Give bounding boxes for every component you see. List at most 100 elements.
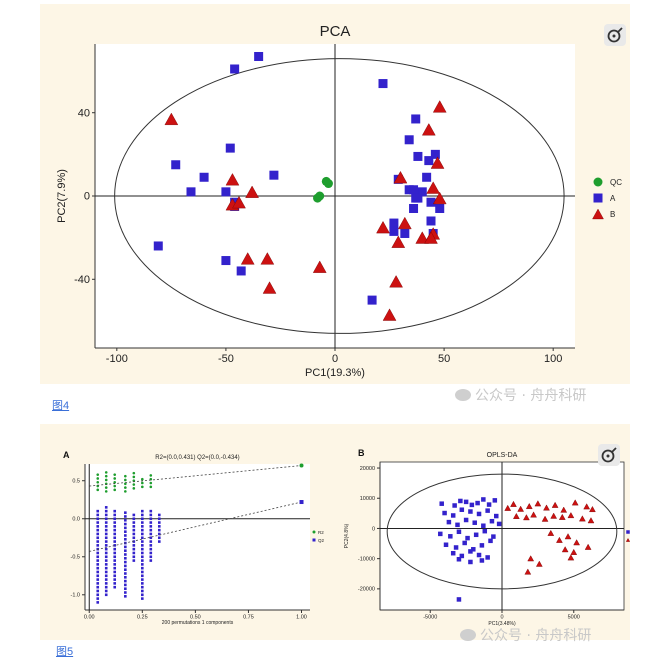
perm-point-Q2 [104, 555, 108, 559]
perm-point-R2 [132, 487, 136, 490]
perm-point-Q2 [141, 563, 144, 566]
perm-point-Q2 [149, 528, 153, 532]
perm-point-Q2 [104, 574, 108, 578]
opls-point-A [476, 552, 482, 558]
perm-point-Q2 [96, 551, 100, 555]
pca-point-A [230, 64, 240, 74]
opls-point-A [489, 518, 495, 524]
pca-legend-label-A: A [610, 194, 616, 203]
perm-point-Q2 [113, 559, 117, 562]
perm-point-Q2 [113, 547, 117, 551]
opls-point-B [547, 529, 555, 536]
perm-point-Q2 [104, 551, 108, 555]
opls-point-A [481, 523, 486, 528]
perm-point-R2 [141, 485, 144, 489]
pca-point-B [240, 252, 255, 265]
oplsda-x-tick-label: 5000 [568, 615, 580, 621]
perm-original-point-R2 [299, 463, 304, 468]
perm-point-Q2 [96, 528, 100, 532]
opls-point-B [525, 502, 533, 509]
perm-point-Q2 [124, 591, 127, 594]
perm-point-Q2 [149, 521, 153, 524]
opls-point-B [558, 513, 566, 520]
perm-point-Q2 [113, 555, 117, 559]
perm-point-Q2 [141, 551, 144, 555]
perm-point-Q2 [157, 521, 161, 524]
perm-point-Q2 [124, 556, 127, 560]
pca-x-tick-label: 100 [544, 353, 562, 365]
pca-point-B [312, 260, 327, 273]
perm-point-Q2 [141, 559, 144, 562]
opls-point-A [468, 509, 473, 514]
oplsda-y-label: PC2(4.8%) [344, 523, 350, 548]
pca-point-A [378, 79, 388, 89]
perm-point-Q2 [96, 559, 100, 562]
perm-point-Q2 [104, 582, 108, 585]
permutation-x-tick-label: 0.25 [137, 615, 148, 621]
perm-point-Q2 [104, 528, 108, 532]
pca-point-B [164, 112, 179, 126]
perm-point-Q2 [104, 547, 108, 551]
opls-point-A [463, 517, 469, 523]
pca-point-A [254, 51, 264, 61]
opls-point-B [510, 500, 517, 507]
oplsda-y-tick-label: 0 [372, 526, 375, 532]
opls-point-A [482, 528, 488, 534]
perm-point-Q2 [104, 593, 108, 597]
opls-point-A [485, 555, 490, 560]
opls-point-B [551, 501, 559, 508]
permutation-chart: 0.00 0.25 0.50 0.75 1.00 -1.0 -0.5 0.0 0.5 R2=(0.… [63, 450, 325, 626]
pca-point-B [245, 185, 259, 198]
pca-point-B [397, 216, 412, 230]
perm-point-Q2 [113, 521, 117, 524]
pca-point-B [393, 170, 408, 184]
perm-point-Q2 [132, 521, 136, 524]
perm-legend-label-Q2: Q2 [318, 538, 325, 543]
zoom-lens-icon[interactable] [604, 24, 626, 46]
opls-point-B [556, 536, 563, 543]
oplsda-title: OPLS-DA [487, 452, 518, 459]
figure-4-caption[interactable]: 图4 [52, 400, 70, 412]
opls-point-A [465, 535, 470, 541]
oplsda-panel-label: B [358, 448, 365, 458]
opls-point-A [439, 501, 444, 506]
perm-point-R2 [96, 480, 100, 484]
perm-point-Q2 [104, 513, 108, 517]
opls-point-A [494, 513, 499, 519]
perm-point-Q2 [96, 593, 100, 597]
pca-point-B [391, 235, 406, 248]
perm-point-Q2 [104, 517, 108, 521]
pca-point-A [411, 114, 421, 124]
perm-point-Q2 [141, 525, 144, 528]
opls-point-B [524, 568, 532, 575]
perm-point-Q2 [141, 521, 144, 524]
perm-point-Q2 [132, 544, 136, 547]
perm-point-Q2 [96, 555, 100, 559]
oplsda-x-label: PC1(3.48%) [488, 621, 516, 627]
perm-point-Q2 [96, 585, 100, 589]
pca-point-A [422, 172, 432, 182]
pca-point-QC [313, 193, 323, 203]
pca-point-B [415, 231, 430, 244]
perm-point-R2 [104, 471, 108, 474]
permutation-x-tick-label: 1.00 [296, 615, 307, 621]
opls-point-A [450, 513, 456, 518]
perm-point-R2 [149, 485, 153, 489]
pca-point-B [232, 195, 246, 209]
figure-5-panel: 0.00 0.25 0.50 0.75 1.00 -1.0 -0.5 0.0 0.5 R2=(0.… [40, 424, 630, 640]
opls-point-A [481, 497, 486, 502]
pca-x-tick-label: 50 [438, 353, 450, 365]
perm-point-Q2 [124, 522, 127, 526]
pca-point-A [424, 156, 434, 166]
pca-point-A [367, 295, 377, 305]
perm-point-Q2 [104, 532, 108, 536]
pca-point-A [417, 187, 427, 197]
perm-point-Q2 [141, 547, 144, 551]
opls-point-B [589, 506, 596, 513]
perm-point-Q2 [113, 509, 117, 513]
zoom-lens-icon-2[interactable] [598, 444, 620, 466]
opls-point-A [491, 534, 496, 539]
figure-5-caption[interactable]: 图5 [56, 646, 74, 658]
permutation-title: R2=(0.0,0.431) Q2=(0.0,-0.434) [155, 455, 239, 461]
perm-point-Q2 [141, 570, 144, 574]
